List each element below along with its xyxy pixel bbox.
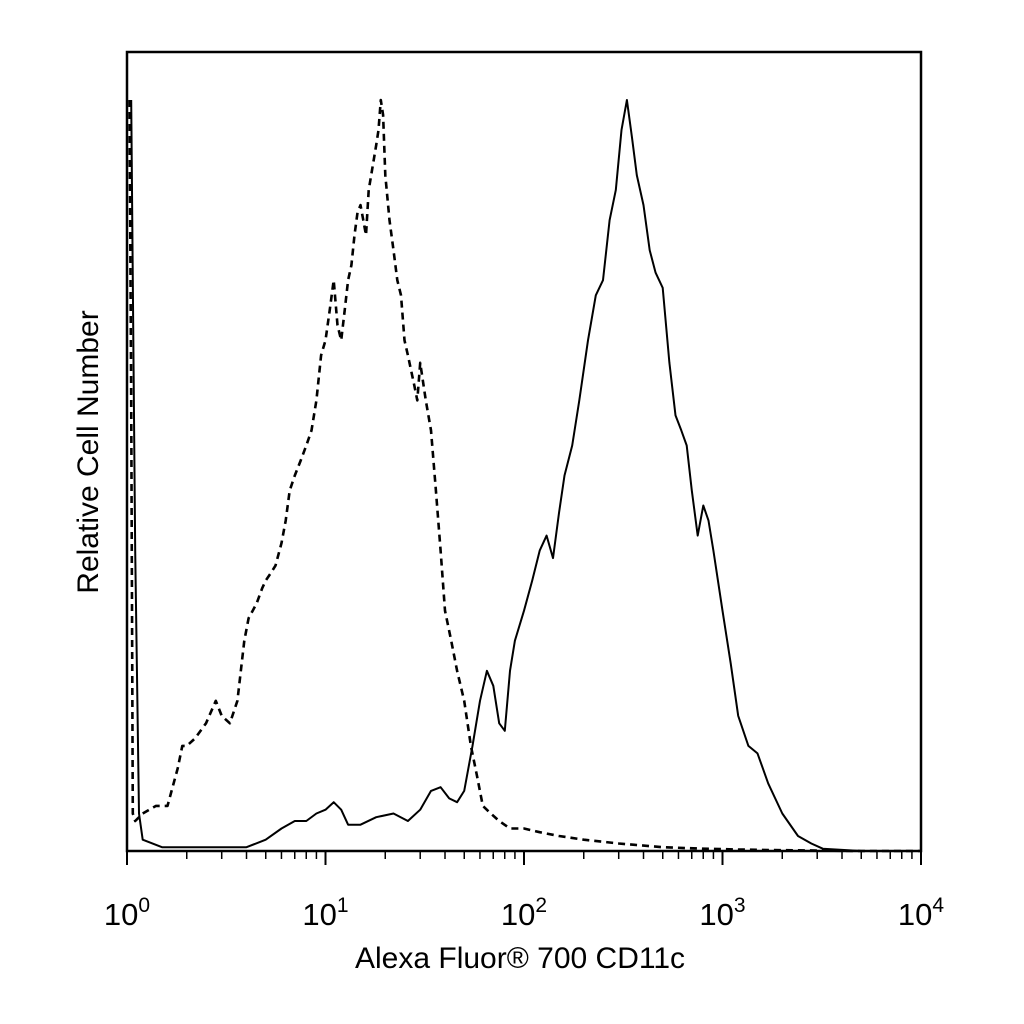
x-tick-label: 100 [104,894,150,932]
x-tick-label: 101 [302,894,348,932]
x-axis-tick-labels: 100 101 102 103 104 [104,894,944,932]
x-axis-title: Alexa Fluor® 700 CD11c [355,942,685,975]
x-tick-label: 102 [501,894,547,932]
x-axis-ticks [126,851,922,865]
x-tick-label: 104 [898,894,944,932]
series-layer [128,98,921,853]
x-tick-label: 103 [699,894,745,932]
histogram-series-dashed-0 [128,98,921,853]
y-axis-title: Relative Cell Number [72,310,105,593]
histogram-series-solid-1 [130,99,921,852]
